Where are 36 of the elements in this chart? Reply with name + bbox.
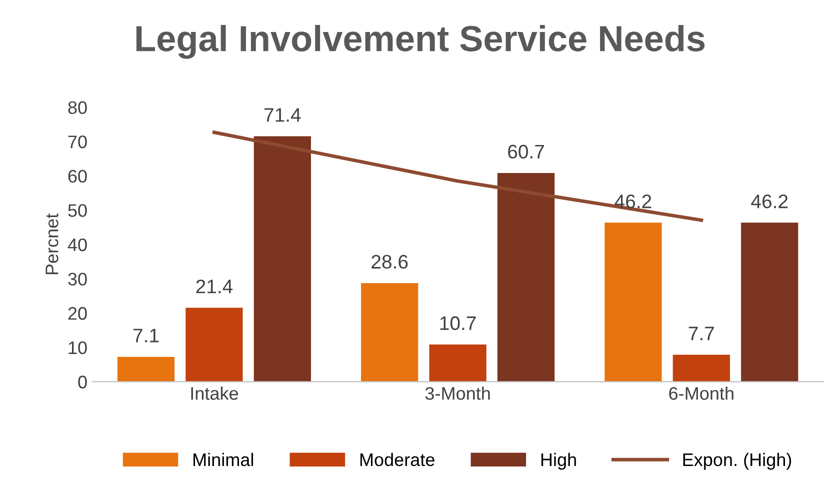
legend-label: Moderate xyxy=(360,452,434,466)
bar xyxy=(186,308,243,382)
y-tick-label: 0 xyxy=(78,376,87,388)
data-label: 7.7 xyxy=(688,326,714,340)
legend-label: Expon. (High) xyxy=(683,452,792,470)
y-tick-label: 40 xyxy=(68,238,87,252)
data-label: 46.2 xyxy=(751,194,788,208)
bar xyxy=(741,222,798,382)
data-label: 46.2 xyxy=(614,194,652,208)
data-label: 60.7 xyxy=(508,144,544,159)
bar xyxy=(497,172,555,382)
x-tick-label: 6-Month xyxy=(669,386,734,400)
legend-label: Minimal xyxy=(194,452,254,466)
y-tick-label: 50 xyxy=(68,204,87,217)
y-axis-title: Percnet xyxy=(46,214,58,274)
bar xyxy=(361,283,418,382)
legend-label: High xyxy=(541,452,576,470)
bar xyxy=(604,222,662,382)
data-label: 21.4 xyxy=(196,280,233,294)
y-tick-label: 70 xyxy=(68,136,87,148)
x-tick-label: 3-Month xyxy=(425,386,490,400)
y-tick-label: 10 xyxy=(68,341,87,354)
x-tick-label: Intake xyxy=(191,386,238,400)
bar xyxy=(254,136,311,382)
data-label: 10.7 xyxy=(440,316,476,330)
chart-title: Legal Involvement Service Needs xyxy=(136,24,705,59)
y-tick-label: 60 xyxy=(68,170,87,183)
data-label: 28.6 xyxy=(372,254,408,269)
data-label: 7.1 xyxy=(133,328,159,342)
bar xyxy=(429,344,486,382)
data-label: 71.4 xyxy=(264,108,301,122)
bar xyxy=(672,354,730,382)
y-tick-label: 30 xyxy=(68,272,87,286)
bar xyxy=(117,356,175,382)
y-tick-label: 20 xyxy=(68,307,87,320)
y-tick-label: 80 xyxy=(68,101,87,114)
